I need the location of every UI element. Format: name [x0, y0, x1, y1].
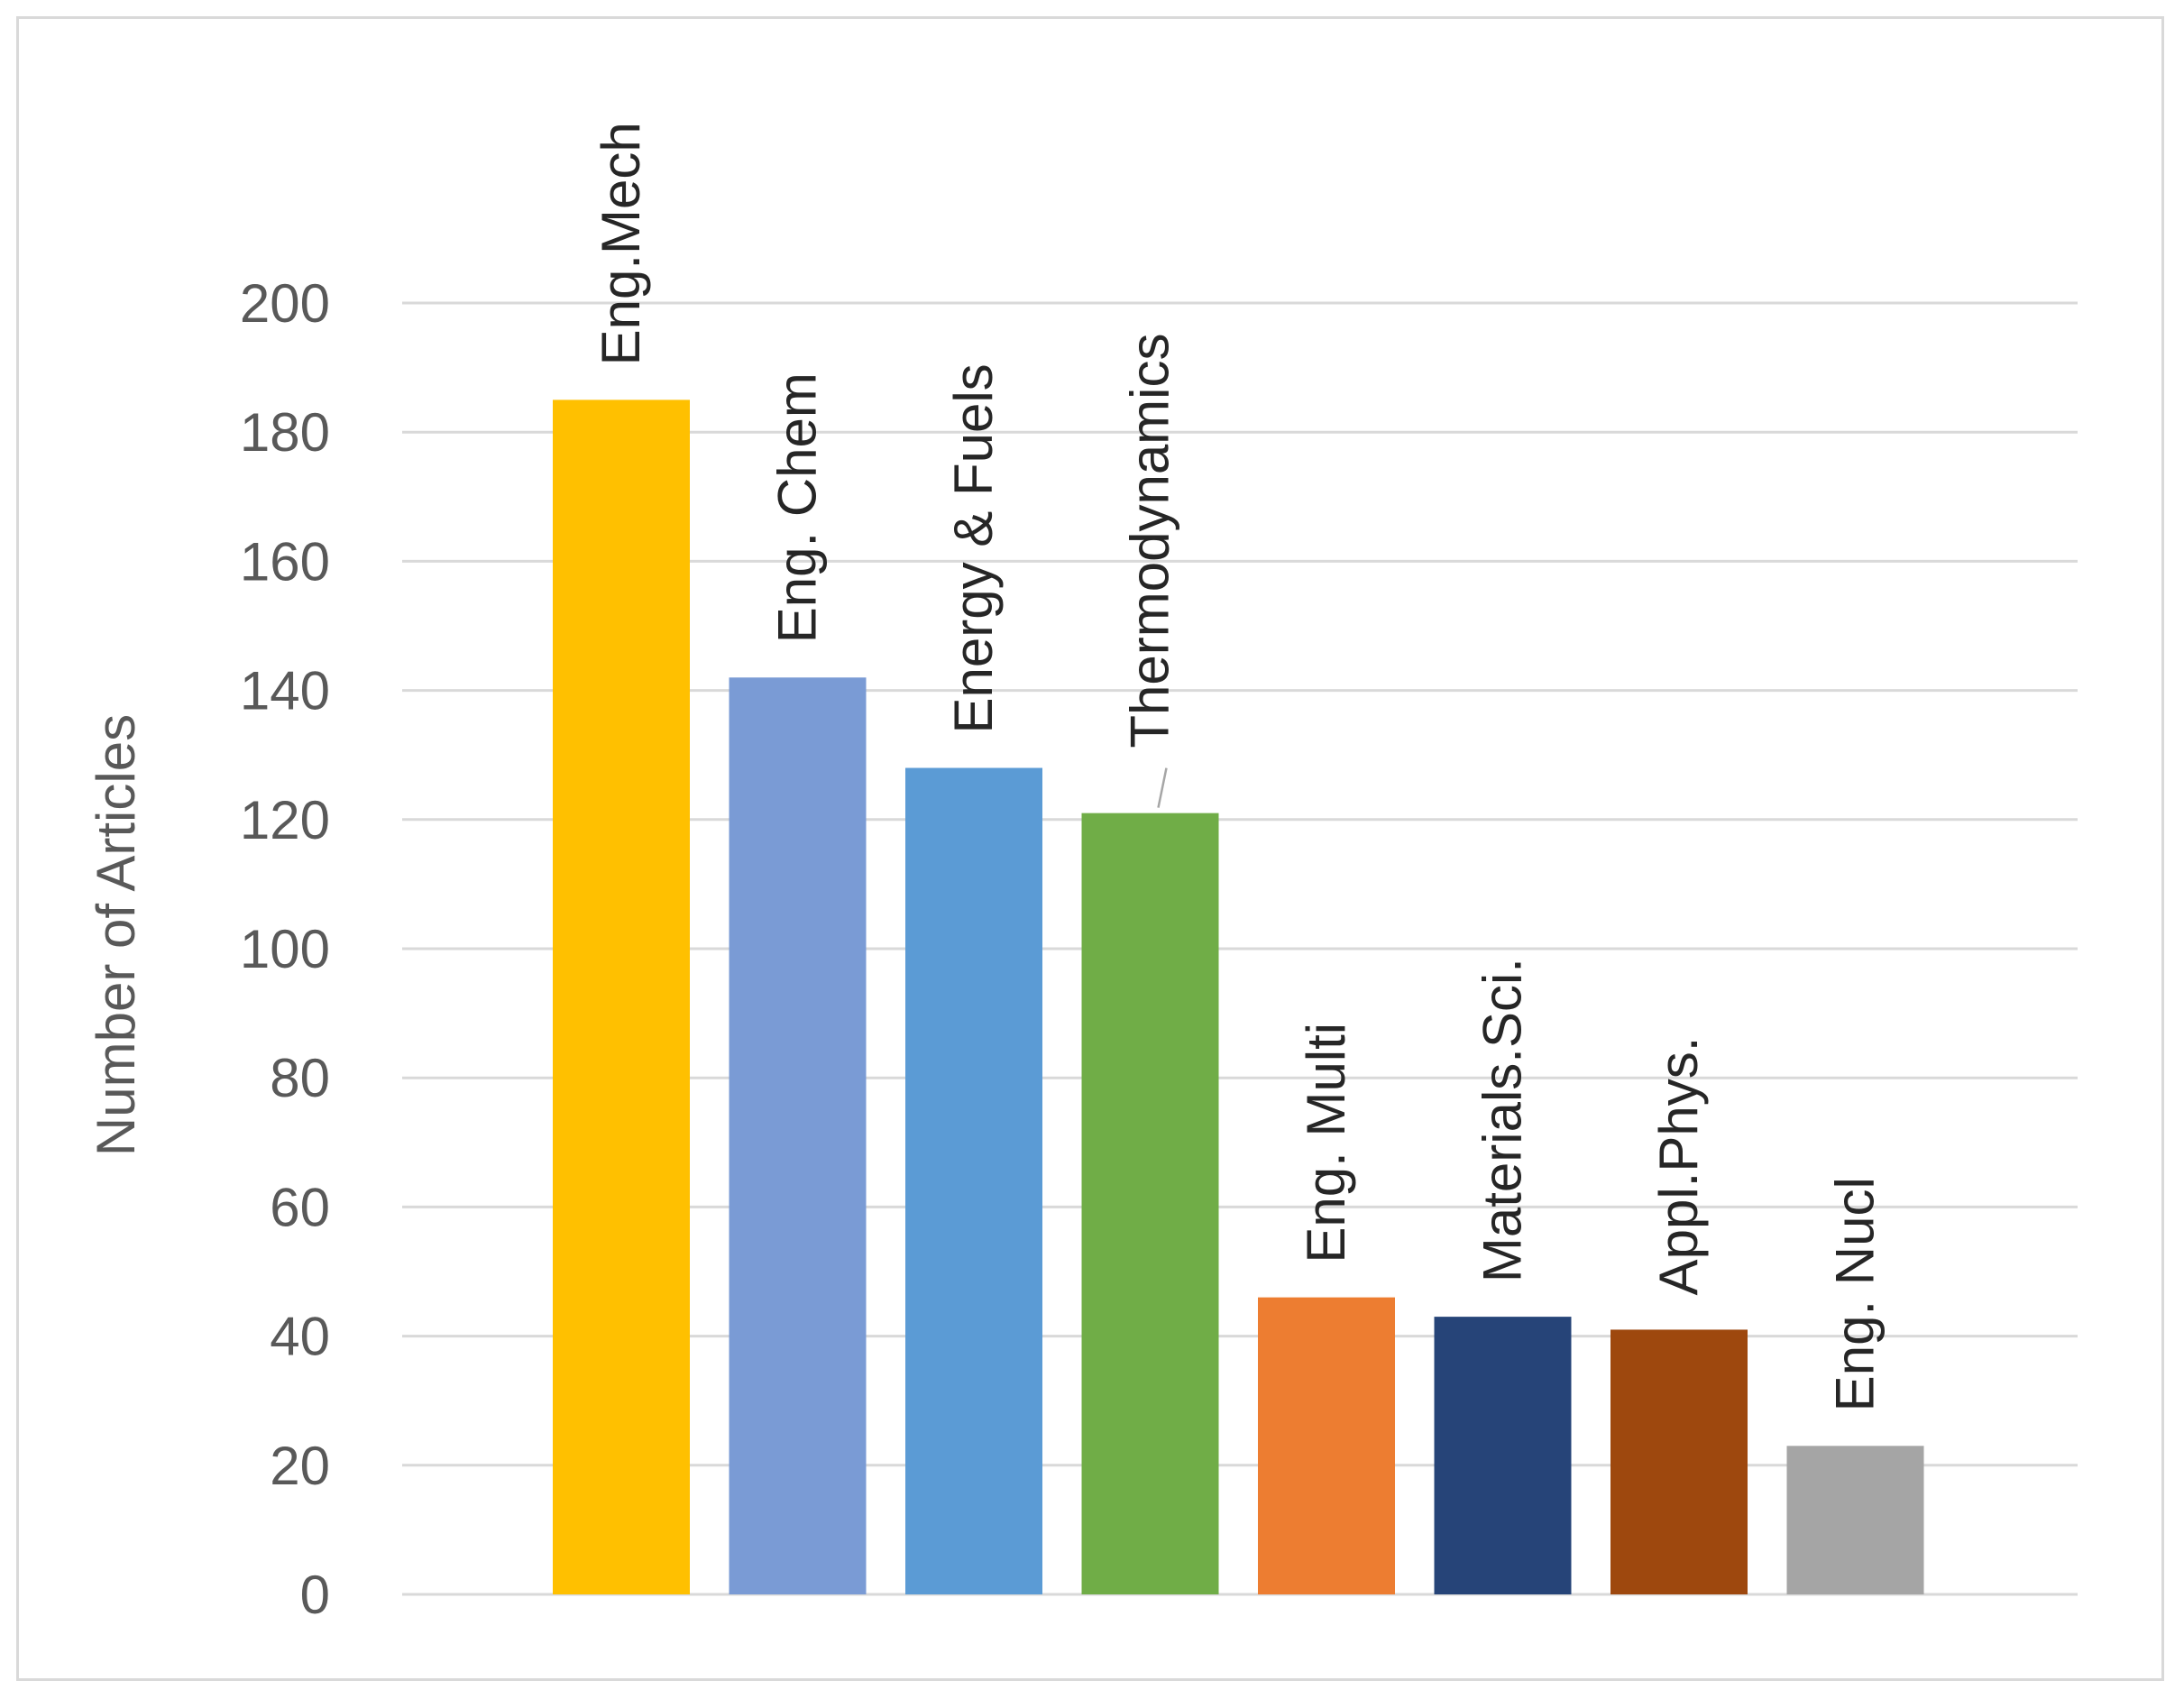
y-tick-label: 160 — [240, 531, 330, 592]
bar-8 — [1786, 1446, 1924, 1594]
data-label-5: Eng. Multi — [1296, 1023, 1356, 1263]
y-tick-label: 140 — [240, 661, 330, 721]
data-labels: Eng.Mech Eng. Chem Energy & Fuels Thermodyn… — [591, 122, 1886, 1411]
data-label-4: Thermodynamics — [1120, 333, 1180, 748]
bar-4 — [1081, 813, 1219, 1594]
leader-line — [1157, 767, 1168, 808]
y-tick-label: 200 — [240, 273, 330, 334]
bar-7 — [1610, 1329, 1748, 1594]
bar-6 — [1434, 1317, 1572, 1594]
bar-5 — [1258, 1297, 1395, 1594]
chart-frame: 0 20 40 60 80 100 120 140 160 180 200 Eng.Mech Eng.… — [16, 16, 2164, 1681]
y-tick-label: 40 — [270, 1307, 330, 1367]
bar-3 — [905, 767, 1042, 1594]
y-tick-label: 80 — [270, 1048, 330, 1108]
data-label-6: Materials.Sci. — [1473, 958, 1533, 1282]
y-tick-label: 120 — [240, 790, 330, 850]
data-label-8: Eng. Nucl — [1825, 1177, 1886, 1411]
data-label-2: Eng. Chem — [767, 372, 828, 643]
y-tick-label: 100 — [240, 919, 330, 979]
bar-2 — [729, 677, 867, 1594]
bars — [553, 399, 1924, 1594]
data-label-7: Appl.Phys. — [1648, 1037, 1709, 1296]
bar-1 — [553, 399, 690, 1594]
data-label-3: Energy & Fuels — [943, 363, 1004, 733]
y-tick-label: 20 — [270, 1436, 330, 1496]
data-label-1: Eng.Mech — [591, 122, 651, 365]
y-tick-label: 60 — [270, 1177, 330, 1237]
y-axis-title: Number of Articles — [86, 714, 146, 1156]
y-axis-ticks: 0 20 40 60 80 100 120 140 160 180 200 — [240, 273, 330, 1625]
y-tick-label: 0 — [300, 1565, 330, 1625]
y-tick-label: 180 — [240, 402, 330, 463]
